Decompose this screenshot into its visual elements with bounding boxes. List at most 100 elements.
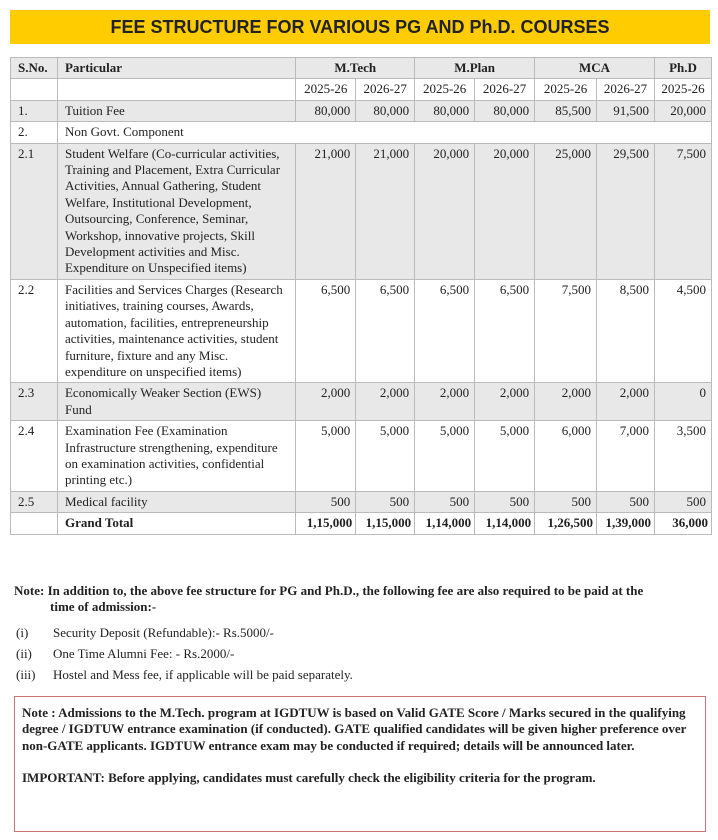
- grand-total-value: 1,39,000: [596, 512, 655, 535]
- fee-value: 6,500: [355, 278, 416, 384]
- note-line-2: time of admission:-: [50, 599, 157, 614]
- table-row: 2.4 Examination Fee (Examination Infrastr…: [10, 420, 713, 492]
- row-particular: Medical facility: [56, 490, 297, 514]
- fee-value: 5,000: [295, 420, 357, 492]
- fee-value: 80,000: [474, 99, 536, 123]
- row-particular: Economically Weaker Section (EWS) Fund: [56, 382, 297, 422]
- fee-value: 2,000: [355, 382, 416, 422]
- additional-fee-note: Note: In addition to, the above fee stru…: [14, 583, 704, 615]
- grand-total-value: 1,14,000: [474, 512, 536, 535]
- fee-value: 2,000: [474, 382, 536, 422]
- fee-value: 500: [653, 490, 713, 514]
- list-text: One Time Alumni Fee: - Rs.2000/-: [53, 646, 235, 661]
- row-sno: 2.5: [10, 490, 58, 514]
- fee-list-item: (ii) One Time Alumni Fee: - Rs.2000/-: [16, 643, 353, 664]
- row-particular: Student Welfare (Co-curricular activitie…: [56, 142, 297, 280]
- list-marker: (i): [16, 625, 29, 640]
- grand-total-value: 1,15,000: [355, 512, 416, 535]
- fee-value: 21,000: [355, 142, 416, 280]
- row-particular: Non Govt. Component: [56, 121, 713, 144]
- grand-total-row: Grand Total 1,15,000 1,15,000 1,14,000 1,14,…: [10, 512, 713, 535]
- admission-note-box: Note : Admissions to the M.Tech. program…: [14, 696, 706, 832]
- fee-table: S.No. Particular M.Tech M.Plan MCA Ph.D 202…: [10, 56, 713, 535]
- fee-value: 6,500: [295, 278, 357, 384]
- fee-list-item: (i) Security Deposit (Refundable):- Rs.50…: [16, 622, 353, 643]
- empty-cell: [10, 78, 58, 101]
- year-header: 2025-26: [534, 78, 598, 101]
- header-sno: S.No.: [10, 56, 58, 80]
- table-row: 2. Non Govt. Component: [10, 121, 713, 144]
- table-row: 2.2 Facilities and Services Charges (Rese…: [10, 278, 713, 384]
- fee-value: 85,500: [534, 99, 598, 123]
- fee-value: 500: [414, 490, 476, 514]
- fee-value: 3,500: [653, 420, 713, 492]
- fee-value: 5,000: [355, 420, 416, 492]
- fee-value: 25,000: [534, 142, 598, 280]
- fee-value: 500: [534, 490, 598, 514]
- fee-value: 500: [295, 490, 357, 514]
- fee-value: 7,000: [596, 420, 655, 492]
- row-sno: 2.2: [10, 278, 58, 384]
- program-header: MCA: [534, 56, 655, 80]
- fee-value: 21,000: [295, 142, 357, 280]
- fee-value: 8,500: [596, 278, 655, 384]
- program-header: M.Plan: [414, 56, 536, 80]
- header-particular: Particular: [56, 56, 297, 80]
- fee-value: 6,500: [414, 278, 476, 384]
- list-marker: (iii): [16, 667, 36, 682]
- fee-value: 7,500: [534, 278, 598, 384]
- row-sno: 2.1: [10, 142, 58, 280]
- admission-note-text: Note : Admissions to the M.Tech. program…: [22, 705, 687, 753]
- year-header: 2026-27: [355, 78, 416, 101]
- fee-value: 2,000: [414, 382, 476, 422]
- row-sno: 2.: [10, 121, 58, 144]
- grand-total-value: 1,26,500: [534, 512, 598, 535]
- fee-value: 500: [596, 490, 655, 514]
- fee-value: 2,000: [534, 382, 598, 422]
- fee-value: 6,500: [474, 278, 536, 384]
- empty-cell: [10, 512, 58, 535]
- empty-cell: [56, 78, 297, 101]
- fee-value: 80,000: [355, 99, 416, 123]
- year-header: 2025-26: [414, 78, 476, 101]
- list-text: Security Deposit (Refundable):- Rs.5000/…: [53, 625, 274, 640]
- fee-value: 20,000: [414, 142, 476, 280]
- year-header: 2025-26: [295, 78, 357, 101]
- fee-value: 500: [355, 490, 416, 514]
- grand-total-label: Grand Total: [56, 512, 297, 535]
- note-line-1: Note: In addition to, the above fee stru…: [14, 583, 644, 598]
- row-particular: Tuition Fee: [56, 99, 297, 123]
- fee-value: 2,000: [596, 382, 655, 422]
- grand-total-value: 1,15,000: [295, 512, 357, 535]
- fee-value: 6,000: [534, 420, 598, 492]
- row-sno: 1.: [10, 99, 58, 123]
- fee-value: 80,000: [295, 99, 357, 123]
- fee-value: 7,500: [653, 142, 713, 280]
- list-text: Hostel and Mess fee, if applicable will …: [53, 667, 353, 682]
- additional-fee-list: (i) Security Deposit (Refundable):- Rs.50…: [16, 622, 353, 685]
- fee-value: 5,000: [414, 420, 476, 492]
- fee-value: 5,000: [474, 420, 536, 492]
- fee-value: 20,000: [474, 142, 536, 280]
- program-header: M.Tech: [295, 56, 416, 80]
- table-row: 2.5 Medical facility 500 500 500 500 500 500 500: [10, 490, 713, 514]
- fee-value: 2,000: [295, 382, 357, 422]
- table-row: 2.1 Student Welfare (Co-curricular activi…: [10, 142, 713, 280]
- fee-value: 80,000: [414, 99, 476, 123]
- row-sno: 2.3: [10, 382, 58, 422]
- grand-total-value: 1,14,000: [414, 512, 476, 535]
- grand-total-value: 36,000: [653, 512, 713, 535]
- table-row: 2.3 Economically Weaker Section (EWS) Fun…: [10, 382, 713, 422]
- program-header: Ph.D: [653, 56, 713, 80]
- year-header: 2025-26: [653, 78, 713, 101]
- year-header: 2026-27: [596, 78, 655, 101]
- fee-value: 500: [474, 490, 536, 514]
- row-sno: 2.4: [10, 420, 58, 492]
- important-text: IMPORTANT: Before applying, candidates m…: [22, 770, 596, 786]
- year-header: 2026-27: [474, 78, 536, 101]
- page-title: FEE STRUCTURE FOR VARIOUS PG AND Ph.D. C…: [10, 10, 710, 44]
- row-particular: Examination Fee (Examination Infrastruct…: [56, 420, 297, 492]
- list-marker: (ii): [16, 646, 32, 661]
- fee-value: 20,000: [653, 99, 713, 123]
- row-particular: Facilities and Services Charges (Researc…: [56, 278, 297, 384]
